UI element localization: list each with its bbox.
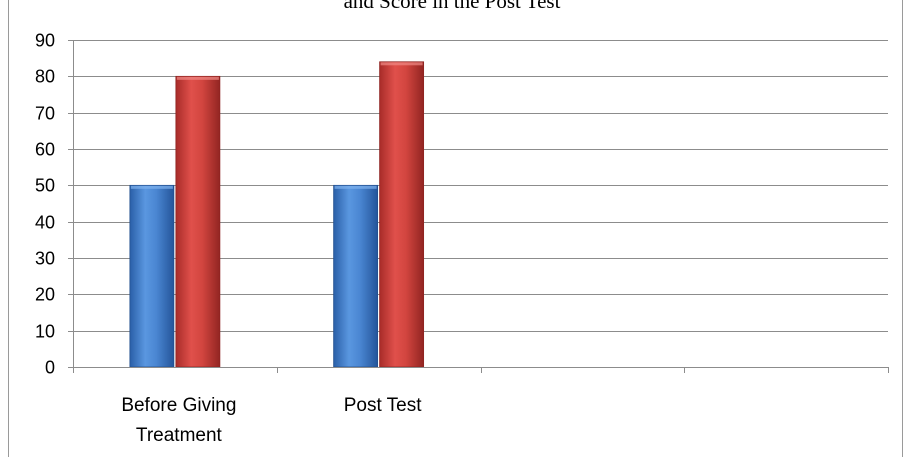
bar xyxy=(379,61,425,368)
y-tick-label: 20 xyxy=(35,285,55,305)
bar xyxy=(175,75,221,368)
bars xyxy=(129,61,425,368)
bar-top-highlight xyxy=(176,76,219,80)
y-axis-tick-labels: 0 10 20 30 40 50 60 70 80 90 xyxy=(35,31,55,378)
bar-top-highlight xyxy=(334,185,377,189)
x-tick-label: Treatment xyxy=(136,425,223,446)
y-tick-label: 70 xyxy=(35,104,55,124)
y-tick-label: 90 xyxy=(35,31,55,51)
bar-top-highlight xyxy=(130,185,173,189)
bar-top-highlight xyxy=(380,62,423,66)
x-axis-tick-labels: Before Giving Treatment Post Test xyxy=(121,395,422,446)
y-tick-label: 10 xyxy=(35,322,55,342)
x-tick-label: Post Test xyxy=(344,395,423,416)
x-tick-label: Before Giving xyxy=(121,395,236,416)
axes xyxy=(68,40,889,373)
bar xyxy=(129,184,175,368)
bar xyxy=(333,184,379,368)
y-tick-label: 30 xyxy=(35,249,55,269)
y-tick-label: 0 xyxy=(45,358,55,378)
y-tick-label: 80 xyxy=(35,67,55,87)
y-tick-label: 40 xyxy=(35,213,55,233)
chart-title: and Score in the Post Test xyxy=(344,0,561,13)
y-tick-label: 60 xyxy=(35,140,55,160)
y-tick-label: 50 xyxy=(35,176,55,196)
